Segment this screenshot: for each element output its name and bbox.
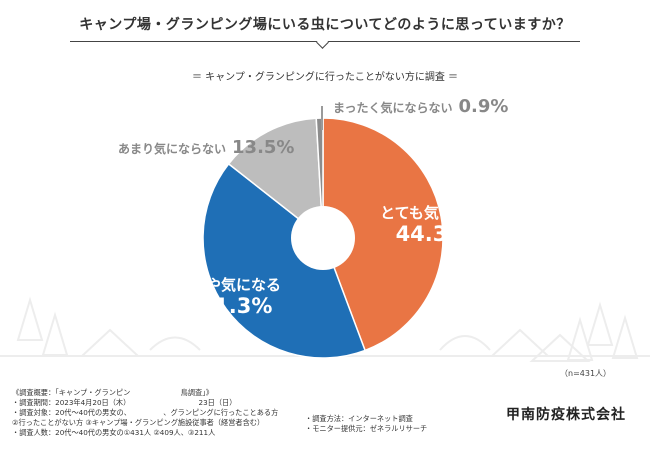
survey-line: ・調査対象：20代〜40代の男女の、 、グランピングに行ったことある方 [12, 408, 279, 417]
slice-value-label: 0.9% [459, 96, 509, 117]
survey-overview: 《調査概要：「キャンプ・グランピン 鳥調査」》 ・調査期間：2023年4月20日… [12, 388, 312, 438]
survey-line: ②行ったことがない方 ③キャンプ場・グランピング施設従事者（経営者含む） [12, 418, 265, 427]
donut-hole [291, 206, 355, 270]
tent-icon [79, 328, 141, 357]
survey-line: 《調査概要：「キャンプ・グランピン 鳥調査」》 [12, 388, 214, 397]
tree-icon [41, 311, 69, 356]
sample-size-note: （n=431人） [560, 369, 612, 378]
tent-icon [529, 333, 591, 362]
donut-slice [202, 162, 367, 359]
slice-category-label: まったく気にならない [333, 100, 453, 115]
slice-label: あまり気にならない 13.5% [118, 137, 294, 158]
tree-icon [16, 296, 44, 341]
slice-label: まったく気にならない 0.9% [333, 96, 508, 117]
chart-subtitle: ＝ キャンプ・グランピングに行ったことがない方に調査 ＝ [191, 72, 459, 83]
method-line: ・モニター提供元：ゼネラルリサーチ [305, 424, 428, 433]
slice-category-label: やや気になる [191, 276, 281, 294]
survey-line: ・調査期間：2023年4月20日（木） 23日（日） [12, 398, 237, 407]
company-name: 甲南防疫株式会社 [506, 407, 626, 423]
tent-icon [489, 328, 551, 357]
slice-value-label: 41.3% [200, 294, 273, 318]
dome-tent-icon [149, 336, 201, 351]
dome-tent-icon [439, 335, 491, 351]
tree-icon [611, 314, 639, 359]
survey-line: ・調査人数：20代〜40代の男女の①431人 ②409人、③211人 [12, 428, 216, 437]
tree-icon [586, 301, 614, 346]
slice-value-label: 13.5% [232, 137, 294, 158]
survey-method: ・調査方法：インターネット調査 ・モニター提供元：ゼネラルリサーチ [305, 414, 427, 434]
slice-value-label: 44.3% [396, 222, 469, 246]
donut-slice [227, 117, 324, 240]
slice-category-label: あまり気にならない [118, 141, 226, 156]
slice-category-label: とても気になる [380, 204, 484, 222]
method-line: ・調査方法：インターネット調査 [305, 414, 413, 423]
donut-slice [322, 117, 444, 352]
chart-title: キャンプ場・グランピング場にいる虫についてどのように思っていますか？ [79, 17, 571, 33]
camp-scenery-illustration [0, 296, 650, 362]
